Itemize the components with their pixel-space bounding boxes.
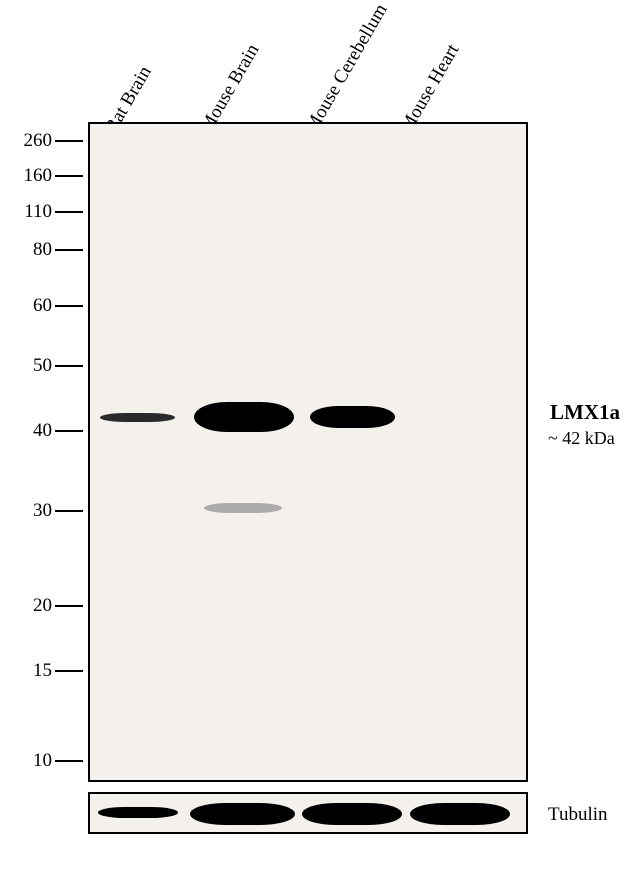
- target-protein-label: LMX1a: [550, 400, 620, 425]
- marker-160: 160: [10, 165, 52, 187]
- loading-band-4: [410, 803, 510, 825]
- marker-40: 40: [10, 420, 52, 442]
- marker-tick-20: [55, 605, 83, 607]
- marker-tick-260: [55, 140, 83, 142]
- marker-tick-160: [55, 175, 83, 177]
- marker-tick-40: [55, 430, 83, 432]
- marker-80: 80: [10, 239, 52, 261]
- marker-tick-80: [55, 249, 83, 251]
- marker-15: 15: [10, 660, 52, 682]
- marker-tick-50: [55, 365, 83, 367]
- marker-20: 20: [10, 595, 52, 617]
- marker-50: 50: [10, 355, 52, 377]
- loading-band-3: [302, 803, 402, 825]
- band-lane2-lmx1a: [194, 402, 294, 432]
- marker-110: 110: [10, 201, 52, 223]
- target-protein-mw: ~ 42 kDa: [548, 428, 615, 449]
- band-lane2-faint: [204, 503, 282, 513]
- marker-60: 60: [10, 295, 52, 317]
- marker-tick-30: [55, 510, 83, 512]
- blot-figure: Rat Brain Mouse Brain Mouse Cerebellum M…: [0, 0, 641, 880]
- marker-10: 10: [10, 750, 52, 772]
- marker-30: 30: [10, 500, 52, 522]
- band-lane1-lmx1a: [100, 413, 175, 422]
- marker-tick-110: [55, 211, 83, 213]
- main-blot: [88, 122, 528, 782]
- marker-tick-15: [55, 670, 83, 672]
- marker-tick-60: [55, 305, 83, 307]
- lane-label-3: Mouse Cerebellum: [301, 0, 393, 137]
- loading-control-label: Tubulin: [548, 804, 608, 826]
- marker-260: 260: [10, 130, 52, 152]
- marker-tick-10: [55, 760, 83, 762]
- loading-band-2: [190, 803, 295, 825]
- band-lane3-lmx1a: [310, 406, 395, 428]
- loading-band-1: [98, 807, 178, 818]
